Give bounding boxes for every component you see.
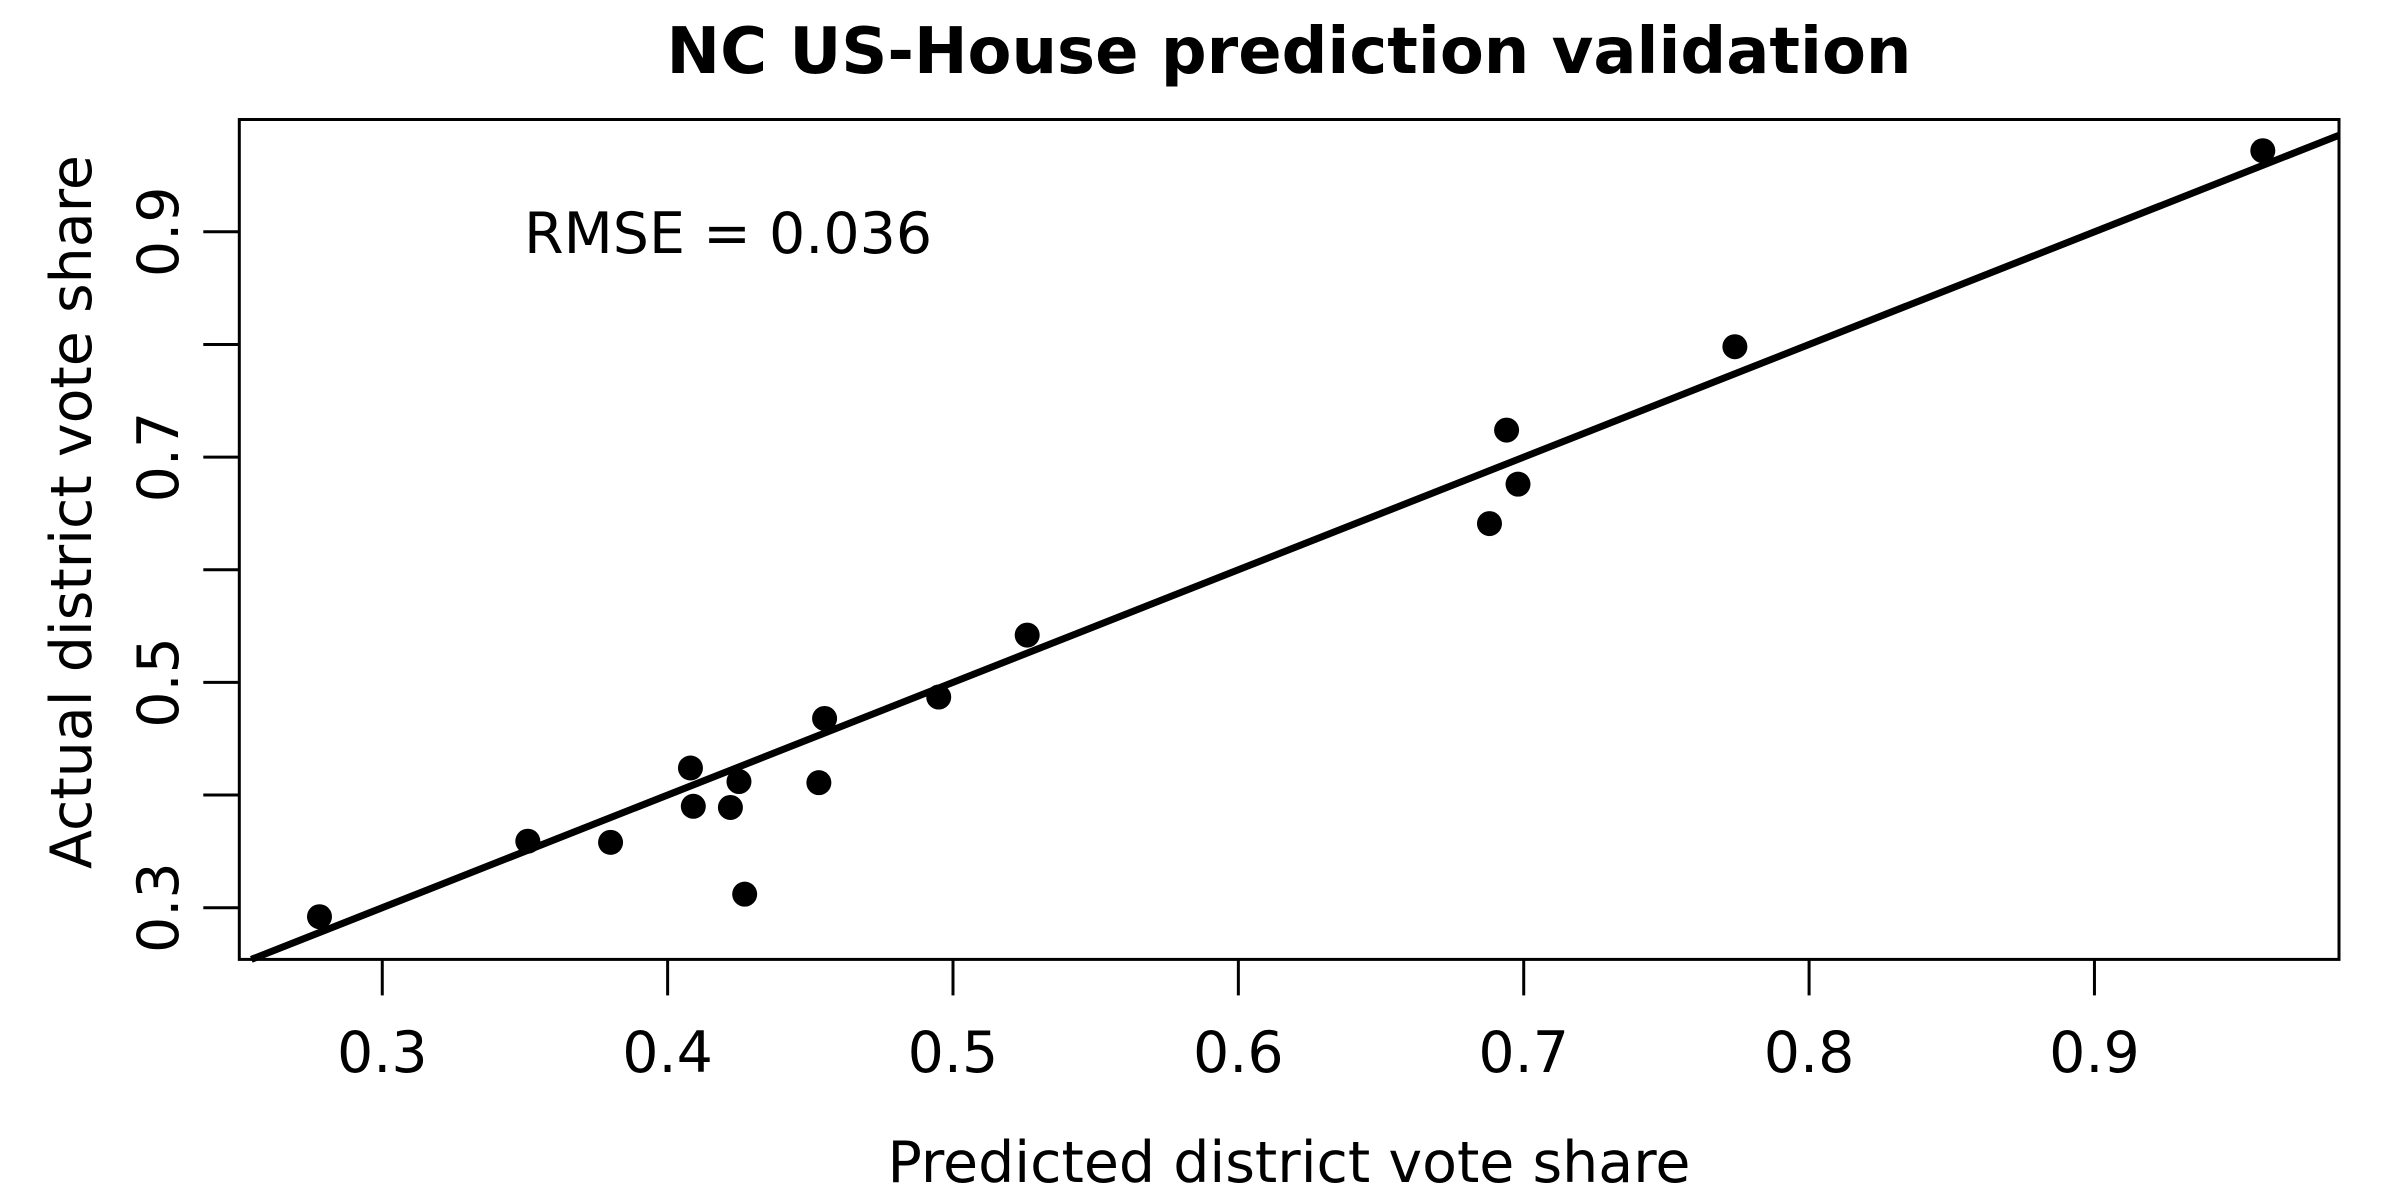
y-tick-label: 0.7 (126, 412, 192, 503)
identity-line (250, 132, 2341, 963)
x-tick-label: 0.3 (337, 1020, 428, 1086)
x-tick-label: 0.8 (1764, 1020, 1855, 1086)
x-tick-label: 0.7 (1478, 1020, 1569, 1086)
data-point (1722, 334, 1748, 360)
x-tick-label: 0.9 (2049, 1020, 2140, 1086)
x-axis-title: Predicted district vote share (887, 1130, 1691, 1196)
data-point (1476, 511, 1502, 537)
data-point (812, 705, 838, 731)
data-point (717, 794, 743, 820)
y-tick-label: 0.5 (126, 637, 192, 728)
rmse-annotation: RMSE = 0.036 (524, 201, 933, 267)
y-tick-label: 0.9 (126, 186, 192, 277)
data-point (1014, 622, 1040, 648)
data-point (1505, 471, 1531, 497)
y-axis-title: Actual district vote share (39, 155, 105, 869)
x-tick-label: 0.6 (1193, 1020, 1284, 1086)
data-point (2250, 138, 2276, 164)
data-point (680, 793, 706, 819)
x-tick-label: 0.5 (908, 1020, 999, 1086)
data-point (732, 881, 758, 907)
plot-box (237, 118, 2341, 961)
data-point (306, 904, 332, 930)
data-point (598, 829, 624, 855)
data-point (726, 769, 752, 795)
data-point (677, 755, 703, 781)
y-tick-label: 0.3 (126, 862, 192, 953)
data-point (515, 828, 541, 854)
data-point (806, 770, 832, 796)
x-tick-label: 0.4 (622, 1020, 713, 1086)
data-point (926, 684, 952, 710)
data-point (1494, 417, 1520, 443)
chart-title: NC US-House prediction validation (666, 15, 1912, 89)
